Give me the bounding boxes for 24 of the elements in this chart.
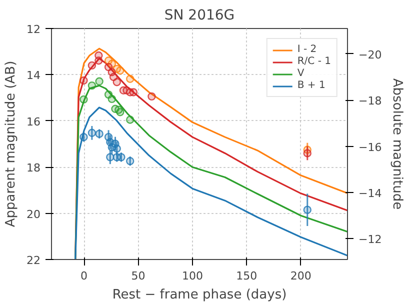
- x-tick-label: 0: [80, 270, 88, 282]
- y2-tick-label: −18: [358, 94, 382, 108]
- y2-tick-label: −12: [358, 233, 382, 246]
- y2-tick-label: −20: [358, 48, 382, 62]
- y2-tick-label: −16: [358, 140, 382, 154]
- x-tick-label: 200: [290, 270, 312, 282]
- x-tick-label: 150: [236, 270, 258, 282]
- y-axis-title: Apparent magnitude (AB): [4, 60, 19, 228]
- y-tick-label: 22: [26, 254, 41, 267]
- x-tick-label: 50: [131, 270, 146, 282]
- y-tick-label: 12: [26, 23, 41, 36]
- x-axis-title: Rest − frame phase (days): [112, 288, 287, 302]
- legend-label: B + 1: [297, 80, 326, 91]
- y-tick-label: 18: [26, 162, 41, 175]
- x-tick-label: 100: [182, 270, 203, 282]
- y2-axis-title: Absolute magnitude: [390, 78, 405, 210]
- legend-label: V: [297, 68, 306, 79]
- y-tick-label: 14: [26, 69, 41, 82]
- y-tick-label: 20: [26, 208, 41, 221]
- chart-title: SN 2016G: [164, 8, 235, 24]
- y2-tick-label: −14: [358, 187, 382, 200]
- y-tick-label: 16: [26, 115, 41, 128]
- legend-label: I - 2: [297, 44, 318, 55]
- legend-label: R/C - 1: [297, 56, 331, 67]
